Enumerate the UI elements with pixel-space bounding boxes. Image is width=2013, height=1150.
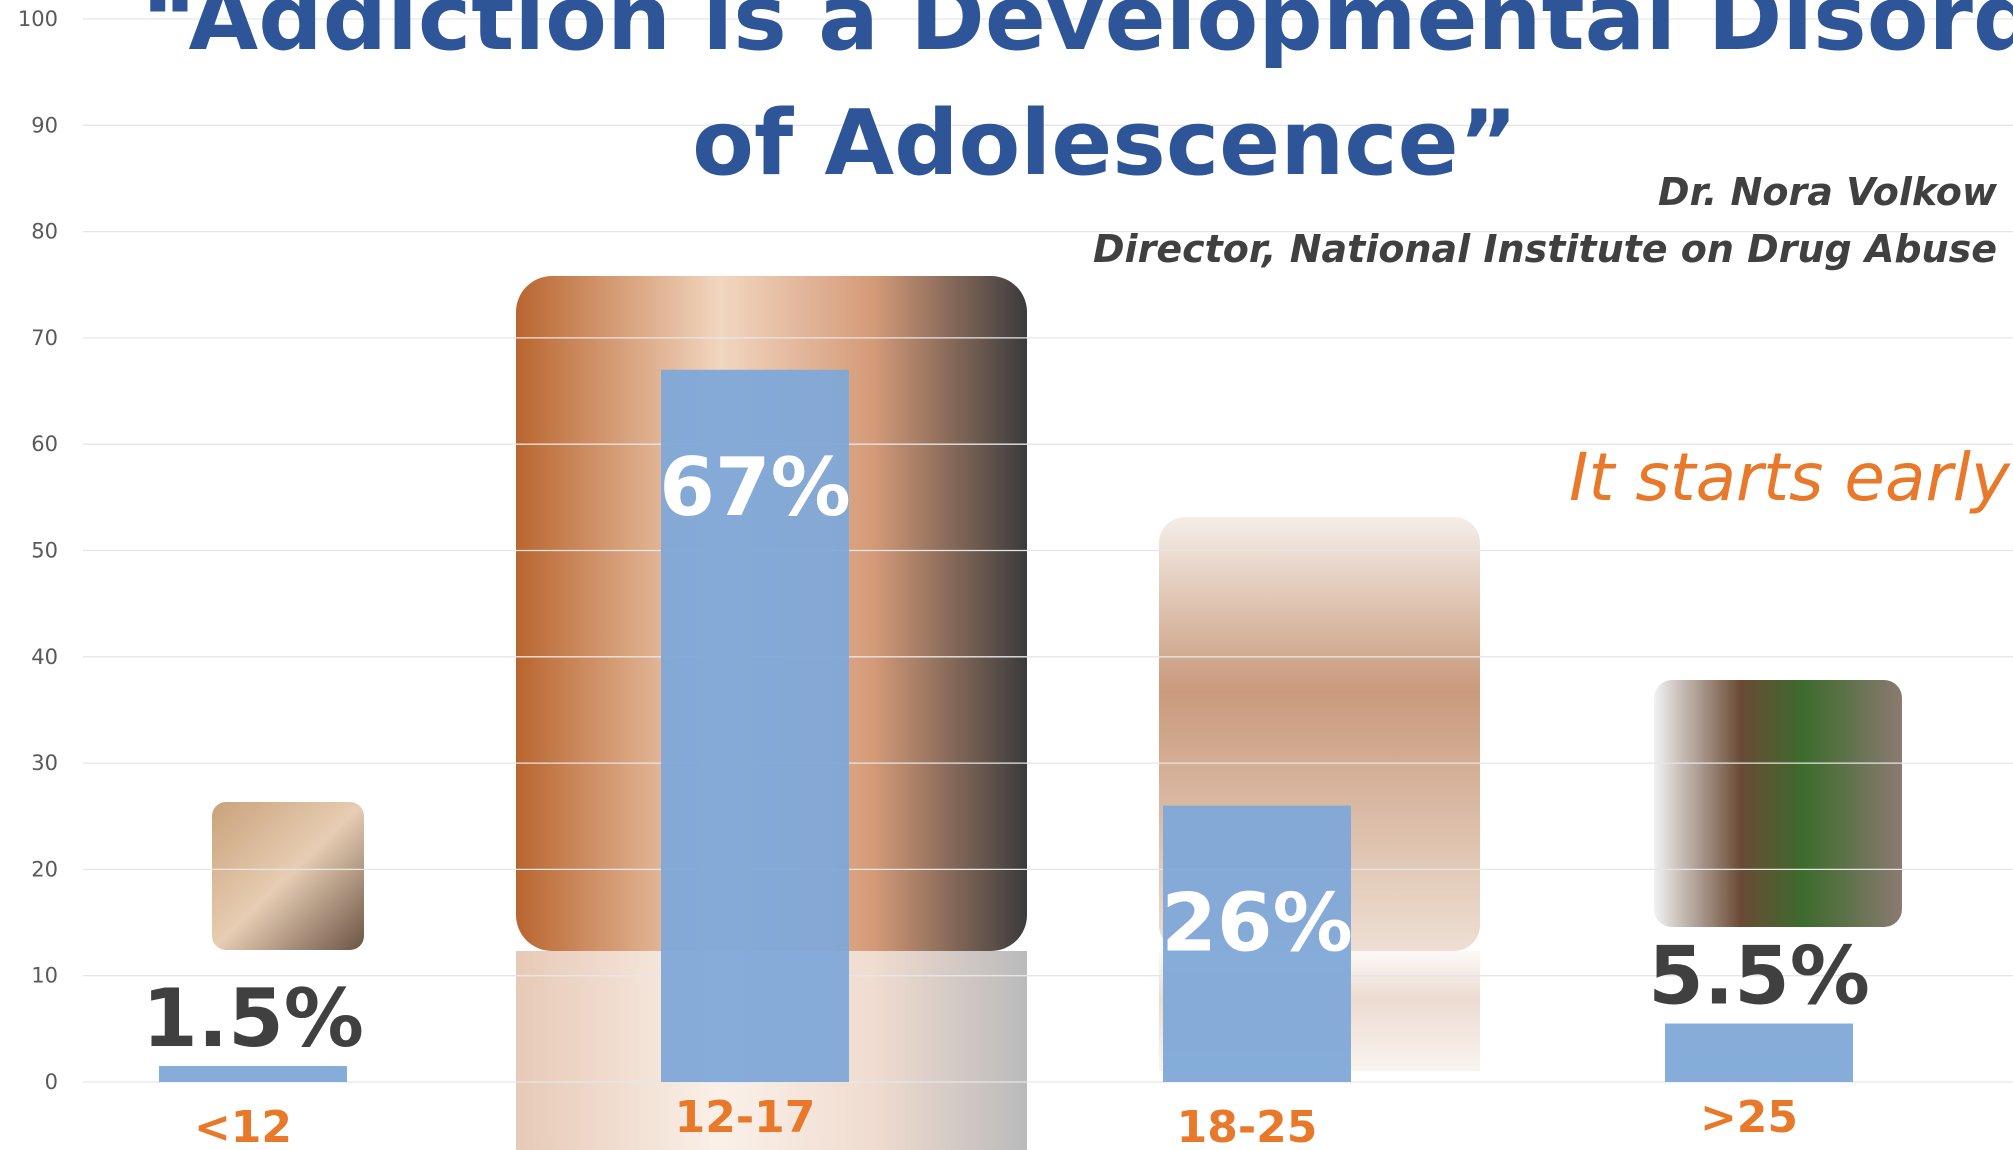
chart-title: “Addiction is a Developmental Disorder <box>141 0 2013 71</box>
y-tick-label: 60 <box>31 432 58 456</box>
bar <box>159 1066 347 1082</box>
y-tick-label: 100 <box>18 7 58 31</box>
x-tick-label: >25 <box>1700 1092 1798 1143</box>
value-label: 5.5% <box>1648 930 1870 1023</box>
chart-title: of Adolescence” <box>692 91 1518 196</box>
y-tick-label: 10 <box>31 964 58 988</box>
y-tick-label: 20 <box>31 857 58 881</box>
y-tick-label: 80 <box>31 220 58 244</box>
y-tick-label: 50 <box>31 539 58 563</box>
x-tick-label: 12-17 <box>675 1092 816 1143</box>
y-tick-label: 70 <box>31 326 58 350</box>
photo <box>1654 680 1902 927</box>
value-label: 67% <box>659 441 850 534</box>
annotation: It starts early <box>1569 439 2011 516</box>
value-label: 1.5% <box>142 972 364 1065</box>
chart: 0 10 20 30 40 50 60 70 80 90 100 1.5% <12 67% 12-17 26… <box>0 0 2013 1150</box>
value-label: 26% <box>1161 877 1352 970</box>
author: Dr. Nora Volkow <box>1658 170 1998 214</box>
y-tick-label: 90 <box>31 113 58 137</box>
author-role: Director, National Institute on Drug Abu… <box>1093 227 1997 271</box>
y-tick-label: 30 <box>31 751 58 775</box>
photo <box>212 802 364 950</box>
x-tick-label: <12 <box>194 1102 292 1150</box>
y-tick-label: 0 <box>45 1070 58 1094</box>
y-tick-label: 40 <box>31 645 58 669</box>
x-tick-label: 18-25 <box>1177 1102 1318 1150</box>
bar <box>1665 1024 1853 1082</box>
